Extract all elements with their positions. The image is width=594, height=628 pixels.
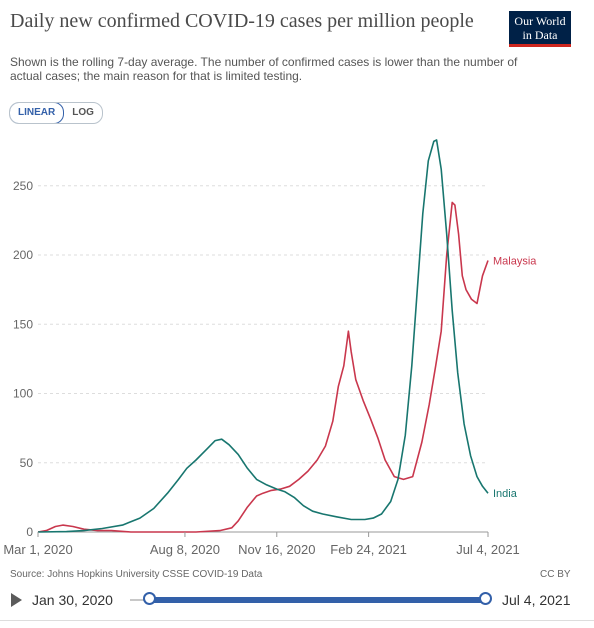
series-line-india [37,139,489,533]
x-tick-label-3: Feb 24, 2021 [330,542,407,557]
x-tick-label-2: Nov 16, 2020 [238,542,315,557]
play-icon[interactable] [11,593,22,607]
series-label-india: India [493,488,518,500]
timeline-end-label: Jul 4, 2021 [502,592,571,608]
x-tick-label-4: Jul 4, 2021 [456,542,520,557]
owid-logo[interactable]: Our World in Data [509,11,571,47]
logo-line-2: in Data [522,28,558,42]
timeline-range[interactable] [150,597,486,603]
x-axis: Mar 1, 2020 Aug 8, 2020 Nov 16, 2020 Feb 24… [3,532,520,557]
linear-scale-button[interactable]: LINEAR [9,103,65,123]
log-scale-button[interactable]: LOG [72,107,94,118]
logo-line-1: Our World [514,14,566,28]
license-link[interactable]: CC BY [540,569,571,580]
y-tick-label-200: 200 [13,248,33,262]
timeline-start-label: Jan 30, 2020 [32,592,113,608]
chart-subtitle: Shown is the rolling 7-day average. The … [10,55,518,83]
chart-title: Daily new confirmed COVID-19 cases per m… [10,10,474,32]
line-chart: 0 50 100 150 200 250 Malaysia India Mar 1, 202… [3,139,537,557]
y-tick-label-150: 150 [13,317,33,331]
timeline-start-handle[interactable] [143,592,156,605]
bottom-toolbar [0,620,594,628]
series-labels: Malaysia India [493,256,537,501]
y-tick-label-250: 250 [13,179,33,193]
source-note[interactable]: Source: Johns Hopkins University CSSE CO… [10,569,263,580]
y-tick-label-0: 0 [26,525,33,539]
x-tick-label-1: Aug 8, 2020 [150,542,220,557]
y-tick-label-50: 50 [20,456,34,470]
series-lines [37,139,489,533]
grid-layer: 0 50 100 150 200 250 [13,179,488,539]
timeline-end-handle[interactable] [479,592,492,605]
series-label-malaysia: Malaysia [493,256,537,268]
y-tick-label-100: 100 [13,387,33,401]
timeline: Jan 30, 2020 Jul 4, 2021 [0,588,594,618]
x-tick-label-0: Mar 1, 2020 [3,542,72,557]
scale-toggle: LINEAR LOG [9,102,103,124]
series-line-malaysia [37,201,489,533]
